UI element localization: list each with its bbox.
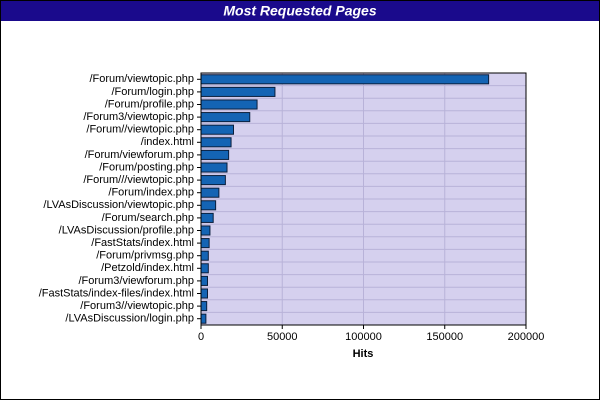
bar: [200, 212, 214, 223]
bar: [200, 250, 209, 261]
y-tick-label: /Forum3//viewtopic.php: [80, 300, 194, 312]
y-tick-label: /LVAsDiscussion/profile.php: [59, 224, 194, 236]
bar: [200, 86, 276, 97]
bar: [200, 99, 258, 110]
x-tick-label: 100000: [345, 331, 382, 343]
y-tick-label: /Petzold/index.html: [101, 262, 194, 274]
bar: [200, 162, 228, 173]
y-tick-label: /Forum//viewtopic.php: [86, 124, 194, 136]
x-tick-label: 150000: [426, 331, 463, 343]
y-tick-label: /Forum/search.php: [102, 212, 194, 224]
bar: [200, 175, 226, 186]
bar: [200, 288, 208, 299]
bar: [200, 112, 251, 123]
bar: [200, 124, 234, 135]
bar: [200, 275, 208, 286]
y-tick-label: /Forum3/viewtopic.php: [83, 111, 194, 123]
x-axis-title: Hits: [353, 348, 374, 360]
y-tick-label: /Forum3/viewforum.php: [78, 275, 194, 287]
y-tick-label: /Forum/posting.php: [99, 161, 194, 173]
y-tick-label: /LVAsDiscussion/viewtopic.php: [43, 199, 194, 211]
y-tick-label: /Forum/profile.php: [105, 98, 194, 110]
plot-border: [200, 72, 527, 326]
title-banner: [1, 1, 599, 21]
bar: [200, 149, 230, 160]
y-tick-label: /FastStats/index-files/index.html: [39, 287, 194, 299]
bar: [200, 74, 490, 85]
bar: [200, 137, 232, 148]
y-tick-label: /FastStats/index.html: [91, 237, 194, 249]
x-tick-label: 50000: [267, 331, 298, 343]
y-tick-label: /Forum/login.php: [111, 86, 194, 98]
x-tick-label: 200000: [508, 331, 545, 343]
y-tick-label: /index.html: [141, 136, 194, 148]
y-tick-label: /Forum///viewtopic.php: [83, 174, 194, 186]
bar: [200, 313, 207, 324]
y-tick-label: /Forum/index.php: [108, 187, 194, 199]
bar: [200, 200, 217, 211]
bar: [200, 187, 220, 198]
bar: [200, 301, 208, 312]
x-tick-label: 0: [198, 331, 204, 343]
bar: [200, 225, 211, 236]
bar: [200, 238, 210, 249]
y-tick-label: /Forum/viewforum.php: [85, 149, 194, 161]
bar: [200, 263, 209, 274]
y-tick-label: /LVAsDiscussion/login.php: [65, 313, 194, 325]
chart-title: Most Requested Pages: [223, 3, 376, 19]
y-tick-label: /Forum/privmsg.php: [96, 250, 194, 262]
y-tick-label: /Forum/viewtopic.php: [89, 73, 194, 85]
